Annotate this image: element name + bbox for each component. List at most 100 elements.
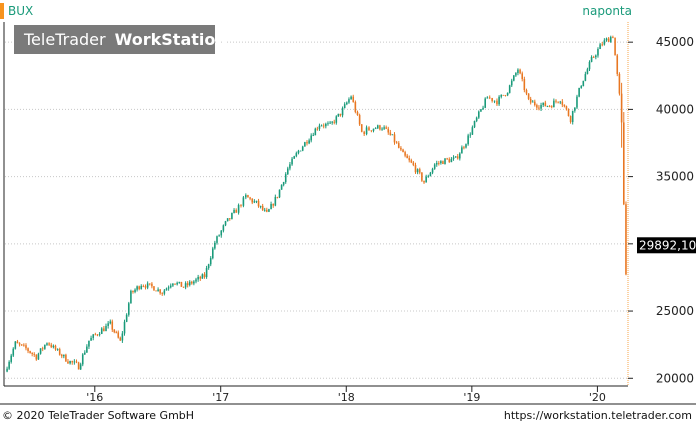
candle-body [142, 285, 145, 287]
candle-body [450, 158, 453, 163]
candle-body [188, 281, 191, 286]
candle-body [103, 328, 105, 332]
candle-body [169, 285, 172, 288]
candle-body [523, 79, 526, 91]
candle-body [8, 361, 10, 369]
instrument-marker [0, 3, 4, 19]
candle-body [125, 314, 128, 322]
candle-body [408, 158, 411, 161]
candle-body [616, 55, 619, 74]
candle-body [496, 100, 498, 105]
candle-body [502, 94, 505, 96]
candle-body [153, 286, 155, 291]
candle-body [23, 344, 25, 346]
candle-body [88, 340, 90, 347]
candle-body [385, 127, 387, 129]
candle-body [146, 283, 149, 288]
candle-body [286, 168, 289, 175]
x-tick-label: '16 [86, 391, 103, 404]
candle-body [504, 95, 507, 96]
candle-body [199, 276, 202, 279]
candle-body [14, 341, 17, 349]
candle-body [207, 264, 210, 269]
candle-body [454, 156, 457, 158]
candle-body [280, 184, 283, 190]
candle-body [325, 123, 327, 127]
candle-body [395, 142, 398, 144]
candle-body [327, 123, 329, 125]
candle-body [515, 73, 517, 76]
candle-body [10, 355, 12, 362]
candle-body [148, 283, 151, 285]
candle-body [84, 352, 86, 355]
candle-body [374, 128, 377, 130]
candle-body [155, 290, 157, 292]
candle-body [46, 343, 48, 345]
candle-body [109, 321, 112, 324]
candle-body [312, 135, 315, 137]
candle-body [266, 209, 268, 212]
candle-body [358, 115, 361, 125]
candle-body [249, 197, 251, 199]
candle-body [416, 169, 419, 173]
candle-body [493, 100, 496, 102]
candle-body [571, 110, 574, 123]
candle-body [205, 268, 208, 278]
candle-body [574, 107, 576, 111]
candle-body [595, 55, 597, 58]
candle-body [559, 101, 562, 103]
logo-product: WorkStation [115, 30, 227, 49]
candle-body [482, 107, 484, 110]
candle-body [365, 127, 368, 135]
candle-body [410, 160, 413, 163]
candle-body [350, 96, 352, 100]
candle-body [282, 182, 285, 185]
candle-body [27, 348, 29, 352]
candle-body [174, 283, 176, 285]
candle-body [456, 156, 459, 159]
candle-body [612, 36, 614, 38]
copyright-text: © 2020 TeleTrader Software GmbH [2, 409, 195, 422]
candle-body [318, 125, 321, 129]
candle-body [529, 98, 532, 103]
candle-body [360, 124, 363, 132]
y-tick-label: 20000 [656, 371, 694, 385]
candle-body [231, 212, 233, 219]
candle-body [580, 86, 583, 88]
candle-body [320, 125, 323, 127]
candle-body [438, 162, 440, 164]
source-url[interactable]: https://workstation.teletrader.com [503, 409, 692, 422]
candle-body [224, 221, 227, 226]
candle-body [151, 283, 153, 287]
candle-body [276, 196, 279, 198]
candle-body [379, 125, 381, 130]
candle-body [163, 290, 166, 294]
candle-body [448, 159, 451, 163]
candle-body [329, 122, 331, 124]
candle-body [506, 92, 509, 96]
candle-body [484, 98, 486, 108]
candle-body [193, 281, 195, 284]
candle-body [463, 147, 465, 149]
x-tick-label: '17 [212, 391, 229, 404]
candle-body [216, 236, 218, 243]
candle-body [41, 348, 44, 350]
candle-body [517, 69, 519, 74]
candle-body [467, 135, 469, 145]
candle-body [123, 321, 126, 334]
candle-body [480, 109, 482, 112]
candle-body [184, 283, 187, 288]
candle-body [488, 97, 491, 99]
candle-body [48, 343, 50, 345]
candle-body [605, 38, 608, 41]
candle-body [471, 127, 474, 135]
candle-body [402, 149, 404, 153]
candle-body [423, 180, 425, 183]
candle-body [247, 195, 249, 198]
candle-body [601, 44, 604, 46]
candle-body [119, 337, 122, 341]
x-tick-label: '20 [589, 391, 606, 404]
candle-body [553, 100, 555, 108]
candle-body [557, 101, 559, 103]
